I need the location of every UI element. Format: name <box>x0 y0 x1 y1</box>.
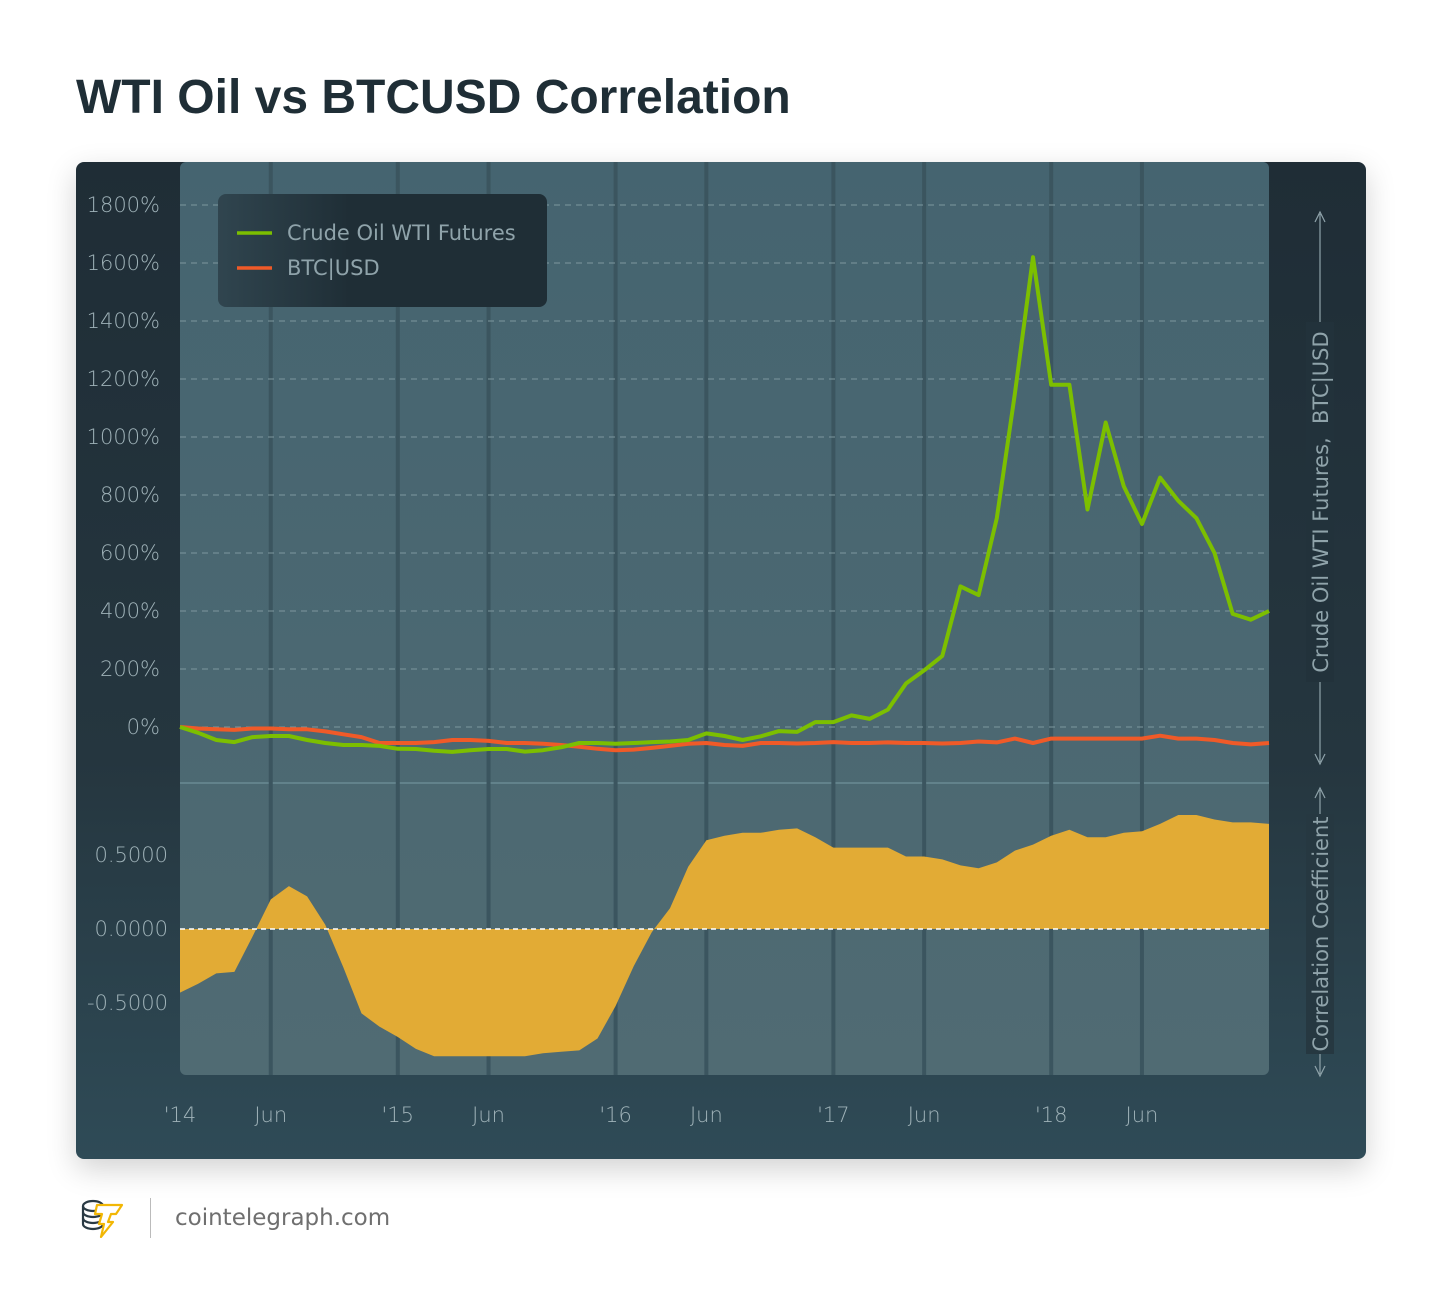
y-tick-label-correlation: 0.5000 <box>95 843 168 867</box>
chart-svg: 1800% 1600% 1400% 1200% 1000% 800% 600% 400% 200… <box>87 162 1334 1127</box>
right-axis-titles: Crude Oil WTI Futures, BTC|USD Correlati… <box>1306 210 1334 1078</box>
arrow-down-icon <box>1314 1065 1326 1078</box>
legend-box <box>218 194 547 307</box>
axis-title-correlation: Correlation Coefficient <box>1309 816 1333 1051</box>
x-tick-label: Jun <box>690 1103 723 1127</box>
legend-label-btc: BTC|USD <box>287 256 380 281</box>
y-tick-label: 400% <box>100 599 160 623</box>
y-tick-label: 1600% <box>87 251 160 275</box>
plot-area <box>180 162 1269 1075</box>
x-tick-label: '18 <box>1035 1103 1068 1127</box>
footer: cointelegraph.com <box>80 1196 390 1240</box>
footer-divider <box>150 1198 151 1238</box>
x-tick-label: Jun <box>254 1103 287 1127</box>
cointelegraph-logo-icon <box>81 1199 124 1238</box>
y-tick-label: 0% <box>127 715 160 739</box>
chart-card: 1800% 1600% 1400% 1200% 1000% 800% 600% 400% 200… <box>76 162 1366 1159</box>
x-tick-label: '15 <box>382 1103 415 1127</box>
y-tick-label: 800% <box>100 483 160 507</box>
legend-label-oil: Crude Oil WTI Futures <box>287 221 516 245</box>
y-tick-label: 600% <box>100 541 160 565</box>
footer-site: cointelegraph.com <box>175 1205 391 1231</box>
x-tick-label: Jun <box>908 1103 941 1127</box>
y-tick-label-correlation: -0.5000 <box>87 991 168 1015</box>
arrow-up-icon <box>1314 210 1326 223</box>
correlation-area <box>180 815 1269 1057</box>
y-tick-label-correlation: 0.0000 <box>95 917 168 941</box>
y-tick-label: 1800% <box>87 193 160 217</box>
arrow-up-icon <box>1314 786 1326 799</box>
arrow-down-icon <box>1314 753 1326 766</box>
x-tick-label: '14 <box>164 1103 197 1127</box>
y-tick-label: 200% <box>100 657 160 681</box>
legend: Crude Oil WTI Futures BTC|USD <box>218 194 547 307</box>
y-tick-label: 1400% <box>87 309 160 333</box>
axis-title-mask <box>1306 814 1334 1054</box>
y-tick-label: 1200% <box>87 367 160 391</box>
x-tick-label: Jun <box>1126 1103 1159 1127</box>
y-tick-label: 1000% <box>87 425 160 449</box>
chart-title: WTI Oil vs BTCUSD Correlation <box>76 71 791 124</box>
axis-title-mask <box>1306 322 1334 682</box>
x-tick-label: '17 <box>817 1103 850 1127</box>
axis-title-price: Crude Oil WTI Futures, BTC|USD <box>1309 331 1334 672</box>
x-tick-label: Jun <box>472 1103 505 1127</box>
x-tick-label: '16 <box>599 1103 632 1127</box>
